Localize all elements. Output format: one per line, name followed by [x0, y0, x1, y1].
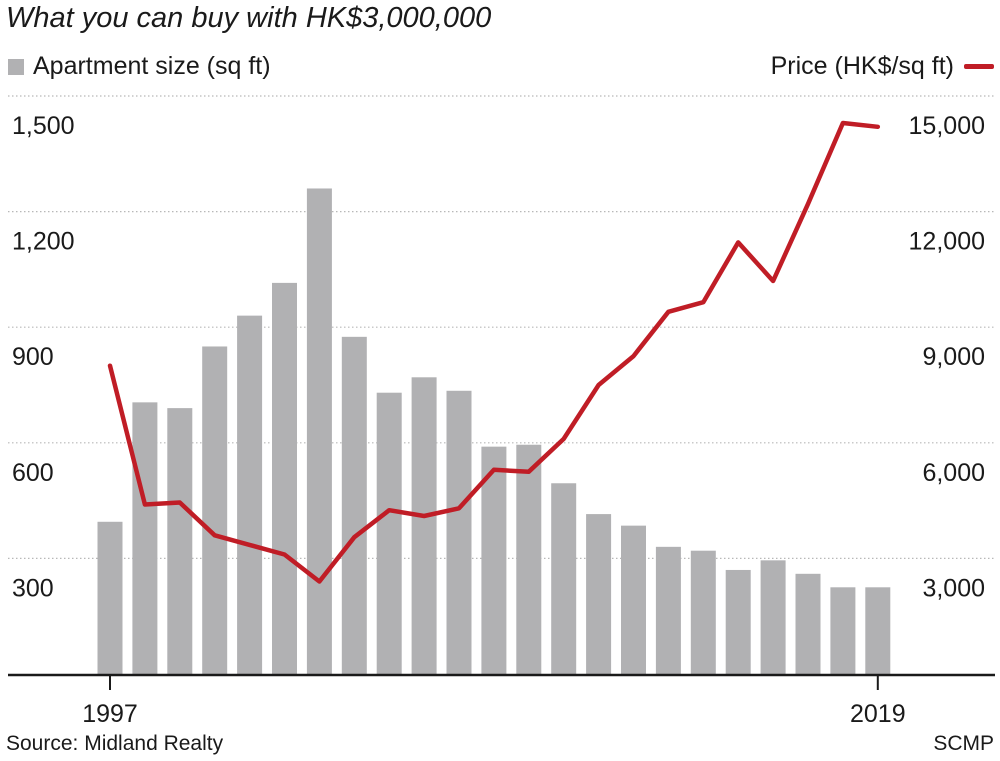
- right-tick-label: 3,000: [922, 574, 985, 602]
- bar-2006: [411, 377, 437, 674]
- bar-2007: [446, 390, 472, 674]
- right-tick-label: 6,000: [922, 459, 985, 487]
- right-tick-label: 15,000: [909, 112, 985, 140]
- bar-2013: [655, 546, 681, 674]
- bars-series: [97, 188, 891, 675]
- bar-legend-label: Apartment size (sq ft): [33, 52, 271, 80]
- line-legend-label: Price (HK$/sq ft): [770, 52, 954, 80]
- line-series: [107, 120, 881, 584]
- bar-2001: [237, 315, 263, 674]
- bar-2005: [376, 392, 402, 674]
- bar-2015: [725, 569, 751, 674]
- bar-legend-swatch: [8, 58, 24, 75]
- bar-1999: [167, 408, 193, 674]
- right-tick-label: 9,000: [922, 343, 985, 371]
- left-tick-label: 900: [12, 343, 54, 371]
- bar-2014: [690, 550, 716, 674]
- bar-2018: [830, 587, 856, 674]
- legend-line-series: Price (HK$/sq ft): [771, 52, 994, 81]
- bar-2010: [551, 483, 577, 674]
- x-tick-label-2019: 2019: [850, 700, 906, 728]
- bar-2011: [586, 514, 612, 674]
- legend-bar-series: Apartment size (sq ft): [8, 52, 271, 81]
- bar-2012: [621, 525, 646, 674]
- bar-2004: [341, 336, 367, 674]
- axes: [8, 673, 995, 690]
- bar-2003: [306, 188, 332, 675]
- bar-1998: [132, 402, 158, 674]
- right-tick-label: 12,000: [909, 228, 985, 256]
- source-note: Source: Midland Realty: [6, 732, 224, 755]
- chart-title: What you can buy with HK$3,000,000: [6, 2, 492, 34]
- bar-2017: [795, 573, 821, 674]
- tick-labels: 300 600 900 1,200 1,500 3,000 6,000 9,000 12,000…: [12, 112, 985, 728]
- bar-2008: [481, 446, 507, 674]
- bar-2009: [516, 444, 542, 674]
- credit-note: SCMP: [933, 732, 994, 755]
- bar-1997: [97, 521, 123, 674]
- bar-2019: [865, 587, 891, 674]
- line-legend-swatch: [964, 64, 994, 69]
- left-tick-label: 600: [12, 459, 54, 487]
- bar-2000: [202, 346, 228, 674]
- left-tick-label: 1,200: [12, 228, 75, 256]
- bar-2016: [760, 560, 786, 674]
- left-tick-label: 1,500: [12, 112, 75, 140]
- x-tick-label-1997: 1997: [82, 700, 138, 728]
- bar-2002: [272, 282, 297, 674]
- left-tick-label: 300: [12, 574, 54, 602]
